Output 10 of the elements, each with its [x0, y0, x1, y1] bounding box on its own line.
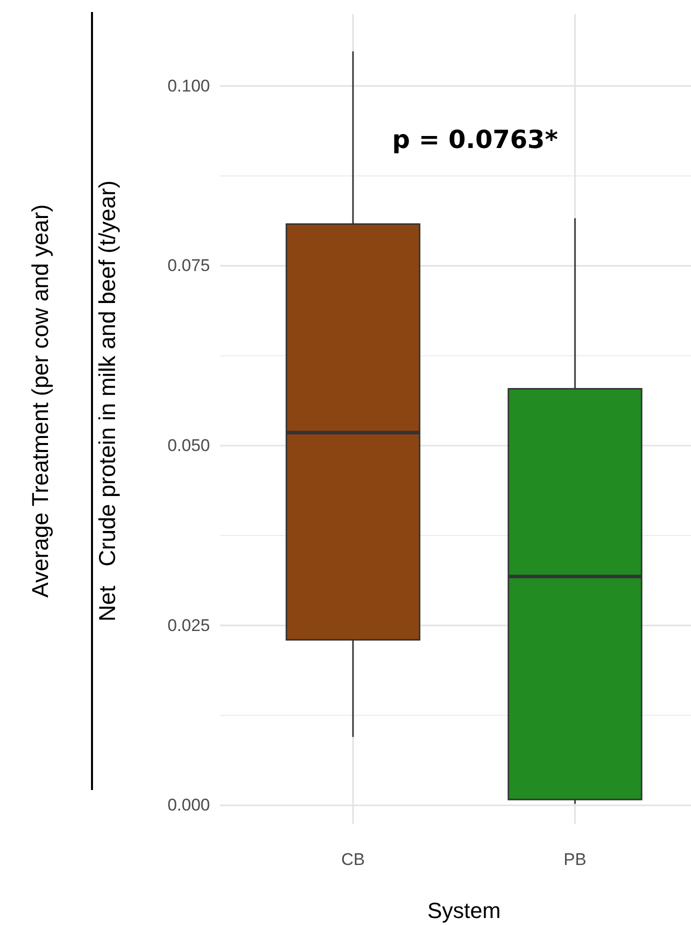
y-tick-label: 0.050 — [167, 436, 210, 456]
text: Net Crude protein in milk and beef (t/year) Average Treatment (per cow and year) — [27, 180, 120, 622]
x-tick-label: CB — [341, 850, 365, 870]
y-tick-label: 0.100 — [167, 76, 210, 96]
x-tick-label: PB — [564, 850, 586, 870]
annotation: p = 0.0763* — [392, 125, 558, 154]
y-tick-label: 0.075 — [167, 256, 210, 276]
y-tick-label: 0.025 — [167, 616, 210, 635]
x-axis-title: System — [427, 898, 501, 923]
y-tick-label: 0.000 — [167, 796, 210, 815]
